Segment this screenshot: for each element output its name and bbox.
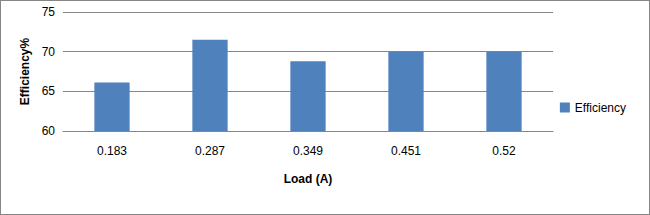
svg-text:0.451: 0.451 [391,144,421,158]
svg-text:Efficiency%: Efficiency% [18,37,32,105]
svg-text:60: 60 [42,124,56,138]
svg-text:0.52: 0.52 [492,144,516,158]
svg-text:Efficiency: Efficiency [575,101,626,115]
svg-text:0.183: 0.183 [97,144,127,158]
svg-text:Load (A): Load (A) [284,172,333,186]
svg-text:70: 70 [42,45,56,59]
svg-text:65: 65 [42,84,56,98]
svg-text:0.287: 0.287 [195,144,225,158]
svg-text:75: 75 [42,5,56,19]
svg-text:0.349: 0.349 [293,144,323,158]
